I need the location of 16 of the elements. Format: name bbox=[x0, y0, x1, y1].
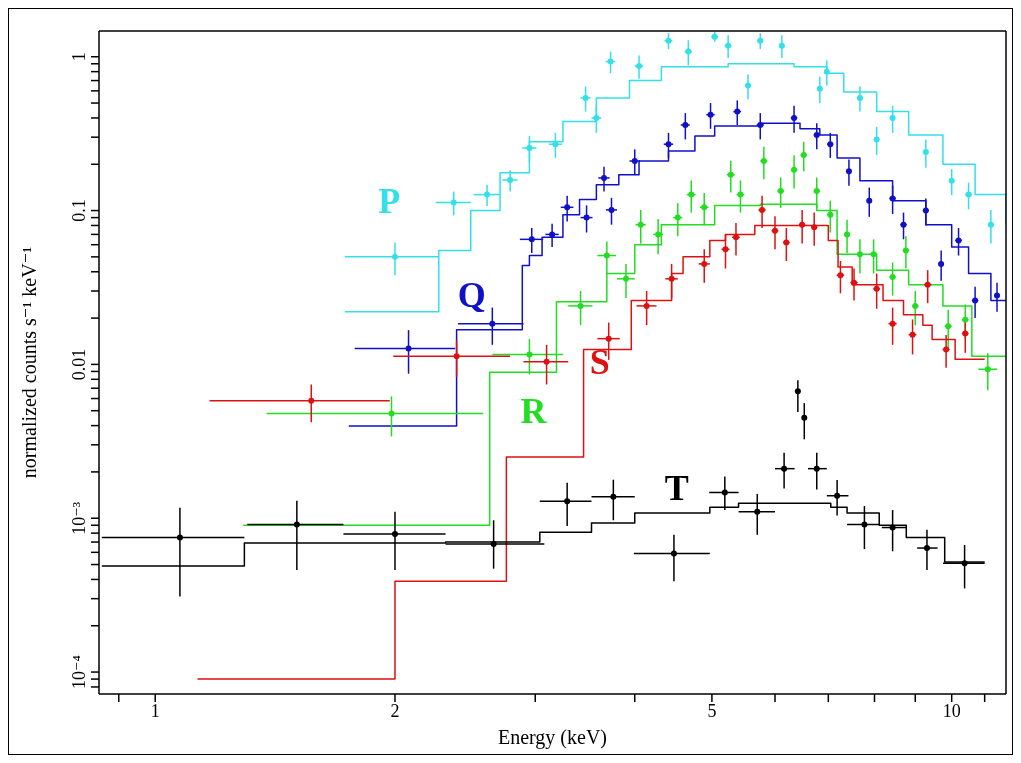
x-tick-label: 5 bbox=[707, 700, 717, 721]
y-tick-label: 0.1 bbox=[69, 199, 89, 222]
series-label: R bbox=[520, 390, 547, 431]
series-label: Q bbox=[457, 274, 486, 315]
y-tick-label: 0.01 bbox=[69, 348, 89, 381]
series-label: S bbox=[589, 341, 610, 382]
x-axis-title: Energy (keV) bbox=[497, 726, 608, 749]
y-axis-title: normalized counts s⁻¹ keV⁻¹ bbox=[18, 246, 41, 479]
x-tick-label: 1 bbox=[150, 700, 160, 721]
x-tick-label: 2 bbox=[390, 700, 400, 721]
series-label: T bbox=[664, 468, 689, 509]
x-tick-label: 10 bbox=[942, 700, 961, 721]
y-tick-label: 1 bbox=[69, 52, 89, 62]
y-tick-label: 10⁻⁴ bbox=[69, 655, 89, 689]
series-label: P bbox=[378, 180, 401, 221]
y-tick-label: 10⁻³ bbox=[69, 501, 89, 535]
